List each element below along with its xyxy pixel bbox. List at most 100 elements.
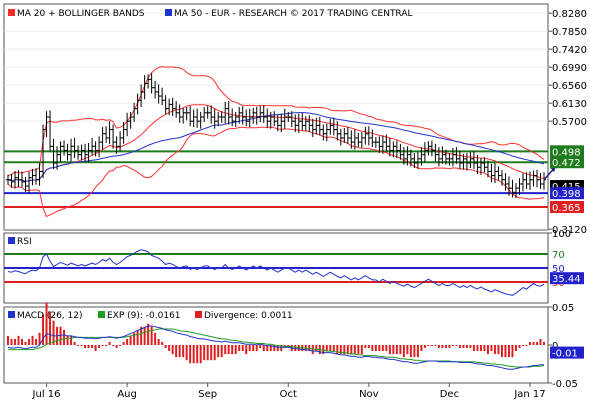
macd-divergence-bar (231, 345, 234, 355)
macd-divergence-bar (185, 345, 188, 361)
macd-divergence-bar (535, 341, 538, 345)
price-tag (550, 156, 584, 169)
macd-divergence-bar (350, 345, 353, 355)
macd-divergence-bar (220, 345, 223, 358)
macd-y-tick-label: -0.05 (552, 379, 578, 390)
macd-divergence-bar (234, 345, 237, 355)
legend-rsi-label: RSI (17, 237, 32, 247)
macd-divergence-bar (493, 345, 496, 355)
macd-divergence-bar (472, 345, 475, 352)
rsi-current-label: 35.44 (552, 274, 581, 285)
macd-divergence-bar (49, 311, 52, 345)
macd-divergence-bar (325, 345, 328, 352)
macd-divergence-bar (203, 345, 206, 361)
macd-divergence-bar (161, 341, 164, 345)
price-tag-label: 0.498 (552, 147, 581, 158)
macd-divergence-bar (7, 335, 9, 345)
macd-divergence-bar (455, 345, 458, 346)
macd-divergence-bar (112, 345, 115, 346)
x-axis: Jul 16 Aug Sep Oct Nov Dec Jan 17 (32, 383, 546, 400)
macd-divergence-bar (182, 345, 185, 358)
macd-divergence-bar (84, 345, 87, 349)
x-tick-label: Jan 17 (513, 389, 545, 400)
macd-divergence-bar (423, 345, 426, 349)
macd-divergence-bar (294, 345, 297, 352)
macd-divergence-bar (143, 326, 146, 345)
legend-divergence-label: Divergence: 0.0011 (204, 311, 293, 321)
macd-divergence-bar (224, 345, 227, 355)
macd-divergence-bar (255, 345, 258, 352)
macd-divergence-bar (70, 335, 73, 345)
macd-divergence-bar (147, 323, 150, 345)
rsi-level-label: 50 (552, 264, 565, 275)
macd-divergence-bar (21, 338, 24, 345)
macd-divergence-bar (210, 345, 213, 361)
ma50-line (7, 112, 545, 182)
macd-divergence-bar (367, 345, 370, 349)
macd-divergence-bar (94, 345, 97, 352)
macd-divergence-bar (129, 335, 132, 345)
macd-divergence-bar (38, 332, 41, 345)
price-y-tick-label: 0.5700 (552, 117, 587, 128)
macd-divergence-bar (245, 345, 248, 355)
macd-divergence-bar (514, 345, 517, 352)
legend-macd-label: MACD (26, 12) (17, 311, 83, 321)
macd-divergence-bar (45, 302, 48, 345)
legend-ma50-marker (165, 9, 172, 16)
macd-divergence-bar (525, 345, 528, 346)
macd-divergence-bar (178, 345, 181, 358)
legend-exp-marker (98, 311, 105, 318)
macd-divergence-bar (59, 326, 62, 345)
rsi-line (7, 249, 545, 296)
macd-divergence-bar (101, 345, 104, 346)
rsi-level-label: 70 (552, 250, 565, 261)
macd-divergence-bar (521, 345, 524, 346)
macd-divergence-bar (374, 345, 377, 352)
macd-divergence-bar (140, 326, 143, 345)
macd-divergence-bar (66, 335, 69, 345)
macd-divergence-bar (248, 345, 251, 352)
macd-divergence-bar (262, 345, 265, 352)
macd-divergence-bar (14, 338, 17, 345)
price-tag-label: 0.365 (552, 203, 581, 214)
macd-divergence-bar (465, 345, 468, 349)
macd-divergence-bar (297, 345, 300, 352)
macd-divergence-bar (80, 345, 83, 346)
macd-divergence-bar (17, 335, 20, 345)
macd-divergence-bar (276, 345, 279, 352)
macd-divergence-bar (150, 326, 153, 345)
macd-divergence-bar (518, 345, 521, 349)
macd-divergence-bar (115, 345, 118, 349)
price-y-tick-label: 0.7850 (552, 27, 587, 38)
macd-divergence-bar (73, 341, 76, 345)
macd-divergence-bar (157, 338, 160, 345)
macd-divergence-bar (507, 345, 510, 358)
legend-exp-label: EXP (9): -0.0161 (107, 311, 181, 321)
macd-divergence-bar (476, 345, 479, 352)
macd-divergence-bar (164, 345, 167, 349)
macd-divergence-bar (490, 345, 493, 352)
price-tag-label: 0.472 (552, 158, 581, 169)
macd-divergence-bar (217, 345, 220, 358)
macd-divergence-bar (346, 345, 349, 355)
macd-divergence-bar (35, 338, 38, 345)
legend-divergence-marker (195, 311, 202, 318)
macd-divergence-bar (420, 345, 423, 352)
bollinger-lower (7, 126, 545, 218)
price-panel: MA 20 + BOLLINGER BANDS MA 50 - EUR - RES… (3, 3, 587, 236)
macd-divergence-bar (381, 345, 384, 352)
macd-divergence-bar (434, 345, 437, 346)
macd-divergence-bar (332, 345, 335, 352)
x-tick-label: Aug (117, 389, 137, 400)
macd-divergence-bar (458, 345, 461, 349)
macd-divergence-bar (98, 345, 101, 349)
price-y-tick-label: 0.6130 (552, 99, 587, 110)
price-y-tick-label: 0.6990 (552, 63, 587, 74)
macd-divergence-bar (31, 335, 34, 345)
macd-divergence-bar (339, 345, 342, 355)
macd-divergence-bar (77, 345, 80, 346)
macd-divergence-bar (199, 345, 202, 364)
price-tag (550, 145, 584, 158)
macd-line (7, 325, 544, 370)
macd-y-tick-label: 0.05 (552, 303, 574, 314)
